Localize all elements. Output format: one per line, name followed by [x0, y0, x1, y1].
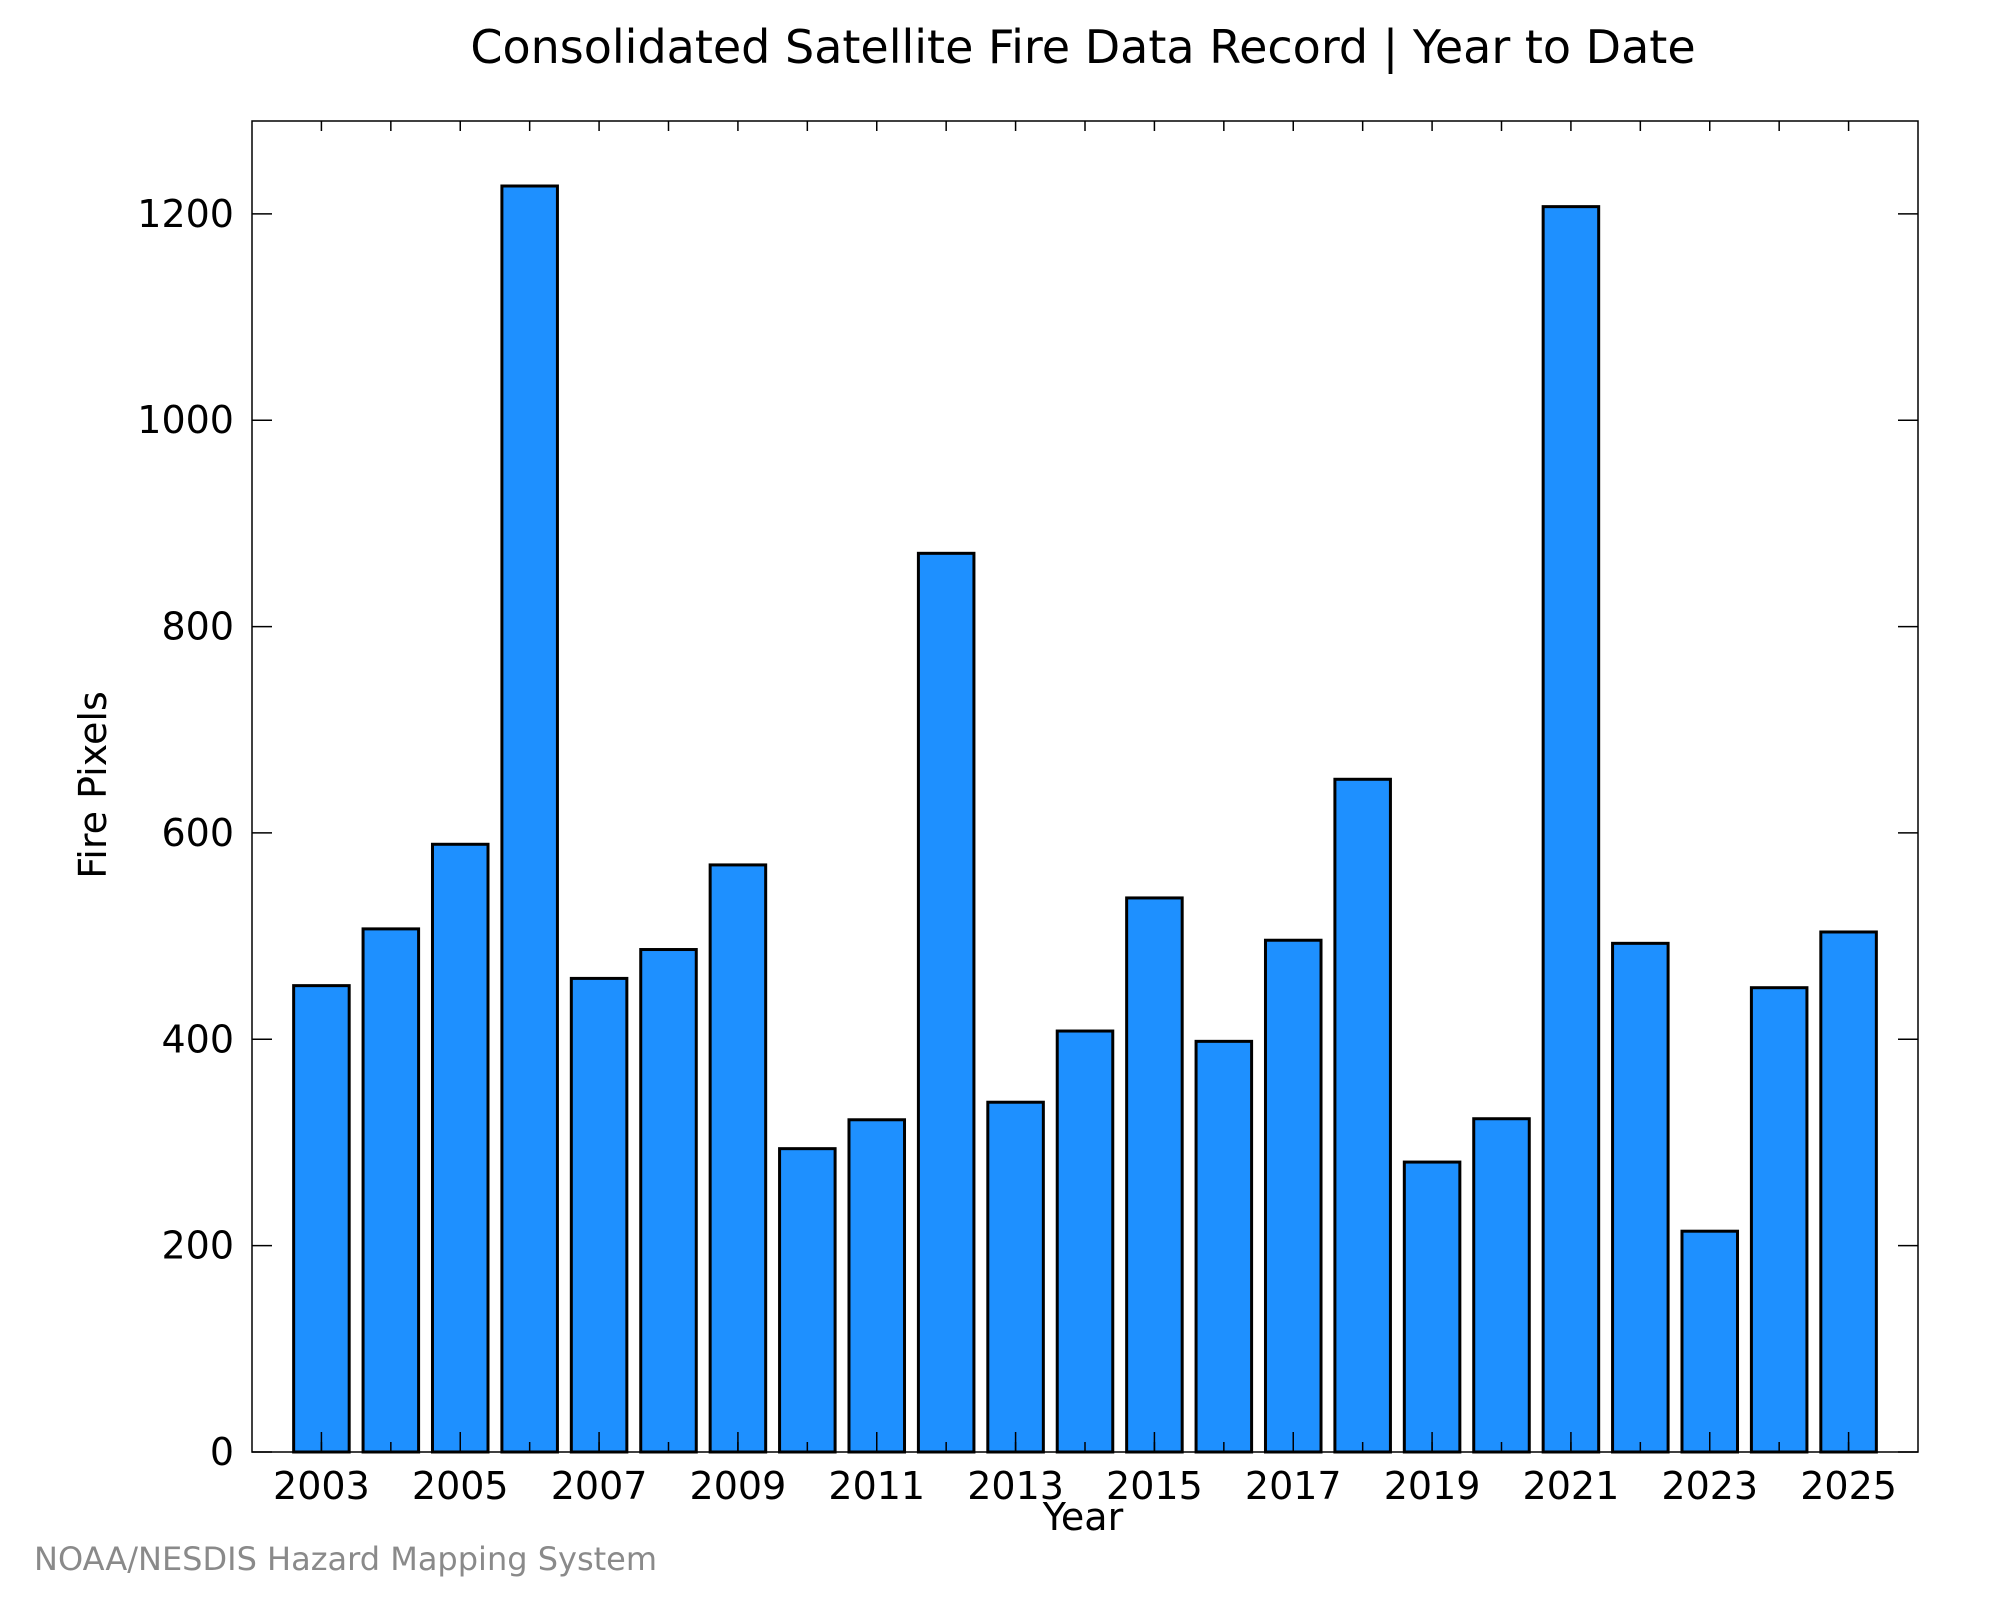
bar-2019 — [1402, 1160, 1462, 1454]
bar-2005 — [430, 842, 490, 1454]
plot-area: 0 200 400 600 800 1000 1200 2003 2005 2007 2009 201… — [137, 120, 1919, 1508]
y-tick-label-0: 0 — [210, 1430, 234, 1474]
x-tick-label-2015: 2015 — [1106, 1464, 1203, 1508]
y-tick-label-600: 600 — [161, 811, 234, 855]
bar-2009 — [708, 863, 768, 1454]
bar-2021 — [1541, 205, 1601, 1454]
bar-2013 — [986, 1100, 1045, 1454]
x-tick-label-2003: 2003 — [273, 1464, 370, 1508]
bar-2016 — [1194, 1039, 1254, 1454]
bar-2020 — [1472, 1117, 1531, 1454]
x-tick-label-2009: 2009 — [690, 1464, 787, 1508]
source-credit: NOAA/NESDIS Hazard Mapping System — [34, 1540, 658, 1578]
bar-2024 — [1749, 986, 1809, 1454]
bar-2015 — [1125, 896, 1184, 1454]
bar-2003 — [292, 984, 351, 1454]
bar-2025 — [1819, 930, 1878, 1454]
y-tick-label-1000: 1000 — [137, 398, 234, 442]
x-axis-label: Year — [1042, 1495, 1124, 1539]
bar-2017 — [1263, 938, 1323, 1454]
x-tick-label-2017: 2017 — [1245, 1464, 1342, 1508]
x-tick-label-2013: 2013 — [967, 1464, 1064, 1508]
y-axis-label: Fire Pixels — [71, 691, 115, 879]
bar-2023 — [1680, 1229, 1740, 1454]
bar-2014 — [1055, 1029, 1115, 1454]
bar-2018 — [1333, 777, 1392, 1454]
x-tick-label-2025: 2025 — [1800, 1464, 1897, 1508]
x-tick-label-2023: 2023 — [1661, 1464, 1758, 1508]
bar-2006 — [500, 184, 559, 1454]
y-tick-label-400: 400 — [161, 1017, 234, 1061]
chart-title: Consolidated Satellite Fire Data Record … — [470, 20, 1695, 75]
x-tick-label-2007: 2007 — [551, 1464, 648, 1508]
bar-2012 — [916, 551, 976, 1454]
bar-2022 — [1611, 941, 1670, 1454]
y-tick-label-200: 200 — [161, 1224, 234, 1268]
y-tick-label-1200: 1200 — [137, 192, 234, 236]
x-tick-label-2011: 2011 — [828, 1464, 925, 1508]
bar-2007 — [569, 976, 629, 1454]
bar-2008 — [639, 948, 698, 1454]
x-tick-label-2019: 2019 — [1384, 1464, 1481, 1508]
y-tick-label-800: 800 — [161, 605, 234, 649]
x-tick-label-2005: 2005 — [412, 1464, 509, 1508]
x-tick-label-2021: 2021 — [1523, 1464, 1620, 1508]
bar-2010 — [778, 1147, 837, 1454]
bar-2004 — [361, 927, 421, 1454]
bar-2011 — [847, 1118, 907, 1454]
